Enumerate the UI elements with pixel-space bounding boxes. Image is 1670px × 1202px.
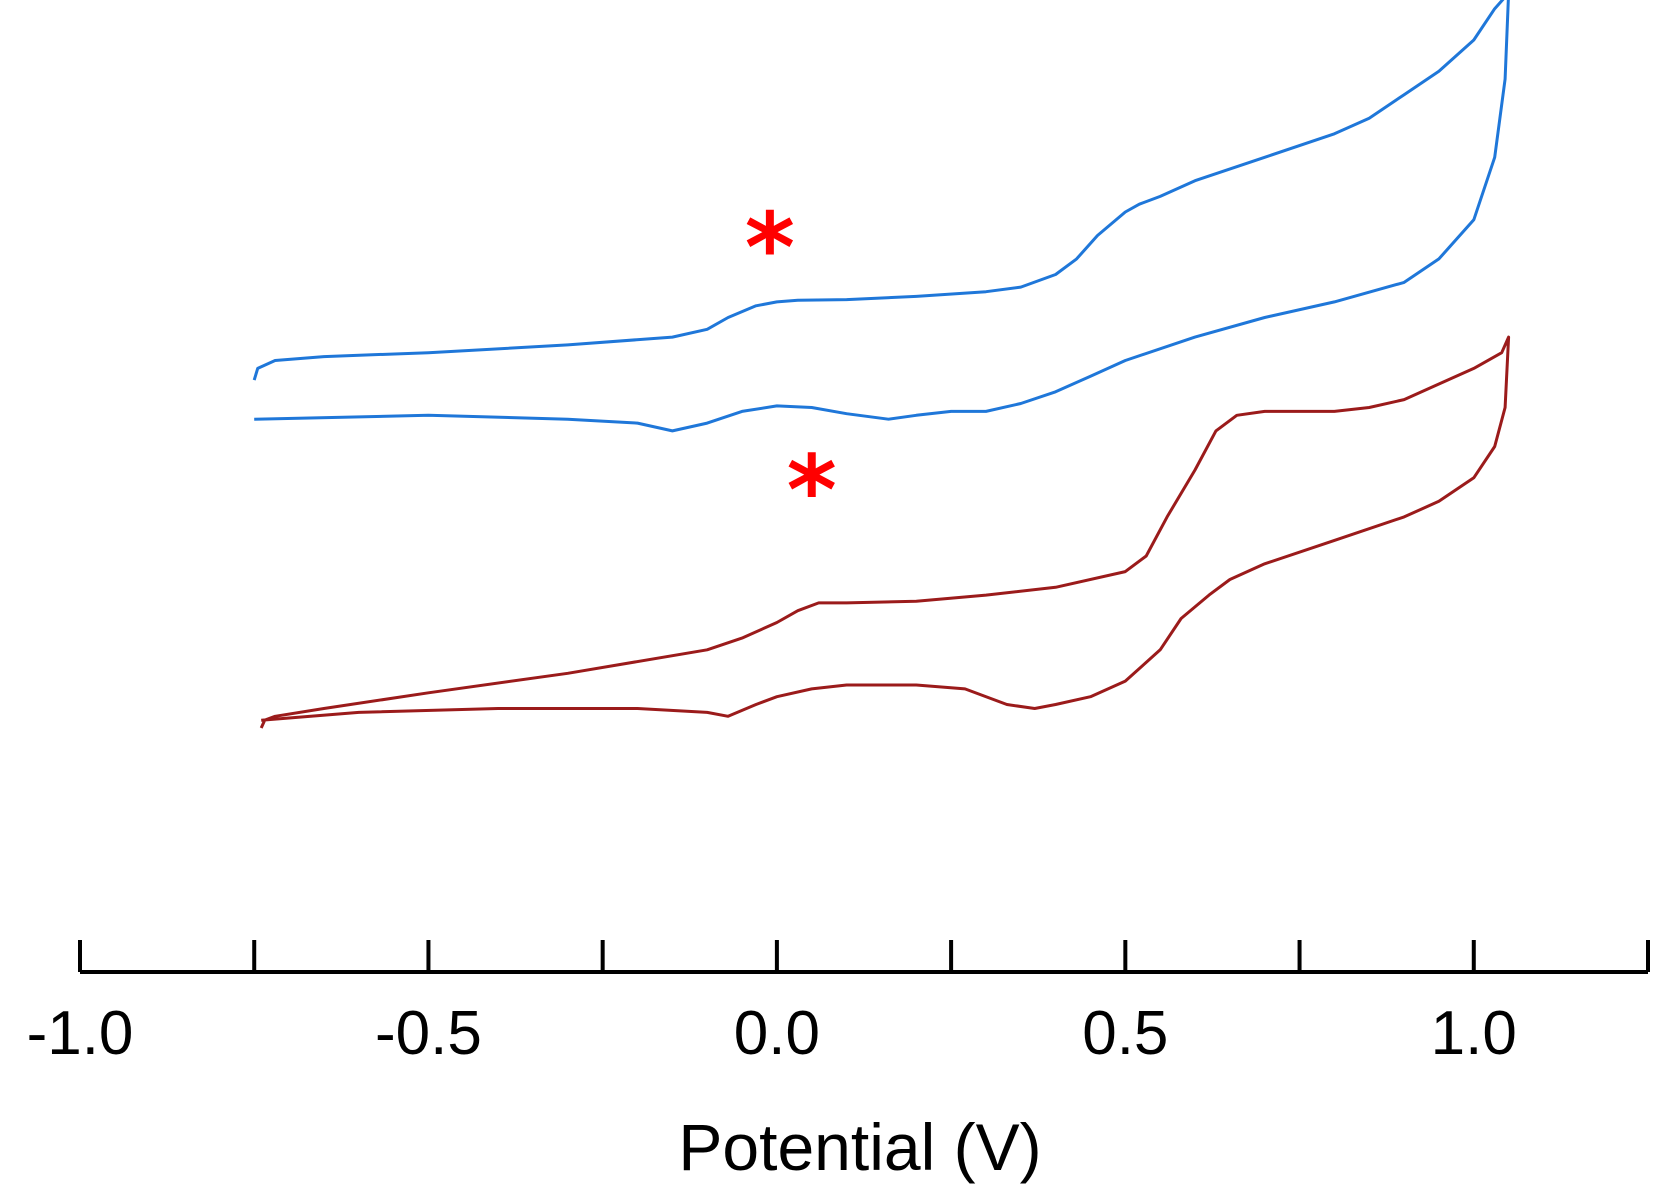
x-ticks — [78, 940, 1650, 972]
x-tick-label: 1.0 — [1431, 999, 1517, 1068]
series-line-blue — [252, 0, 1510, 433]
x-tick-label: 0.0 — [734, 999, 820, 1068]
annotation-marker-2: * — [787, 435, 837, 547]
x-axis-title: Potential (V) — [678, 1110, 1041, 1184]
annotation-marker-1: * — [745, 192, 795, 304]
x-tick-label: -1.0 — [27, 999, 134, 1068]
series-line-red — [259, 335, 1511, 729]
plot-lines — [252, 0, 1511, 729]
x-tick-label: -0.5 — [375, 999, 482, 1068]
annotation-markers: ** — [745, 192, 837, 546]
x-tick-label: 0.5 — [1082, 999, 1168, 1068]
x-axis: -1.0 -0.5 0.0 0.5 1.0 — [27, 940, 1650, 1068]
x-tick-labels: -1.0 -0.5 0.0 0.5 1.0 — [27, 999, 1517, 1068]
